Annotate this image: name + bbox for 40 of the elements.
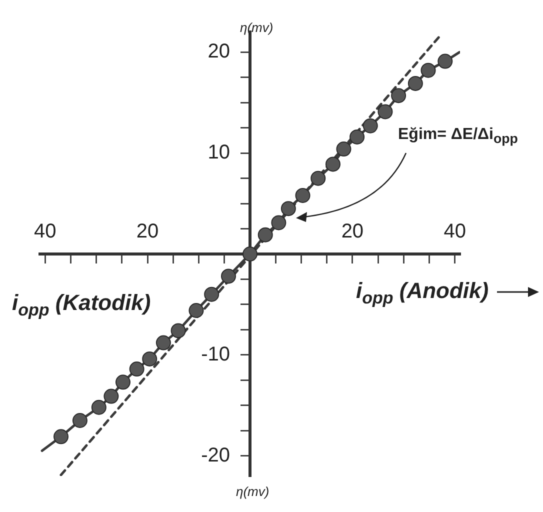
point (336, 142, 352, 157)
point (142, 351, 158, 366)
point (350, 129, 365, 144)
point (362, 118, 378, 134)
annotation: i$_{opp}$ (Katodik) (12, 290, 151, 320)
point (204, 286, 220, 302)
point (438, 54, 453, 69)
x-tick-label: 40 (444, 220, 466, 243)
point (156, 335, 171, 350)
point (408, 76, 423, 91)
annotation: Eğim= ΔE/Δi$_{opp}$ (398, 126, 518, 146)
point (91, 400, 106, 415)
point (271, 215, 286, 230)
y-tick-label: 20 (208, 40, 250, 63)
x-tick-label: 20 (341, 220, 364, 243)
point (188, 303, 204, 318)
point (220, 268, 236, 284)
point (420, 62, 436, 78)
y-axis-title: η(mv) (240, 20, 274, 35)
point (295, 188, 310, 203)
text: η(mv) (236, 484, 270, 499)
point (170, 323, 186, 338)
x-tick-label: 20 (136, 220, 159, 243)
y-tick-label: 10 (208, 142, 250, 164)
point (258, 227, 273, 242)
point (104, 388, 119, 404)
point (72, 413, 88, 428)
x-tick-label: 40 (34, 220, 56, 243)
point (378, 104, 393, 120)
point (391, 88, 406, 104)
point (310, 170, 326, 186)
point (115, 374, 130, 390)
y-tick-label: -10 (201, 343, 250, 366)
point (54, 429, 68, 444)
x-axis-title: i$_{opp}$ (Anodik) (356, 278, 489, 308)
point (280, 201, 296, 216)
y-tick-label: -20 (201, 444, 250, 466)
point (325, 156, 340, 172)
point (242, 246, 258, 262)
point (129, 362, 144, 377)
